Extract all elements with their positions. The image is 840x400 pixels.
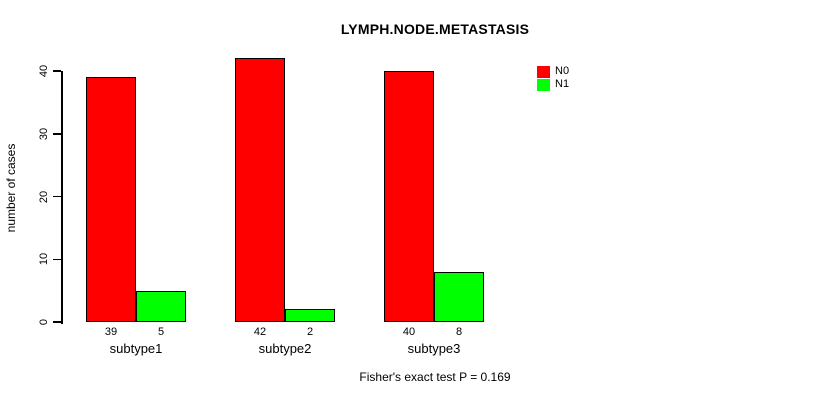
y-axis-line — [61, 71, 63, 324]
bar-n1-subtype2 — [285, 309, 335, 322]
y-axis-tick — [53, 70, 61, 72]
bar-value-label: 5 — [157, 326, 165, 338]
y-axis-tick-label: 40 — [38, 64, 50, 78]
bar-value-label: 42 — [253, 326, 267, 338]
legend-row-n1: N1 — [537, 78, 569, 91]
y-axis-label: number of cases — [4, 143, 18, 233]
bar-n0-subtype2 — [235, 58, 285, 322]
bar-value-label: 40 — [402, 326, 416, 338]
bar-n0-subtype1 — [86, 77, 136, 322]
y-axis-tick-label: 30 — [38, 127, 50, 140]
y-axis-tick — [53, 195, 61, 198]
y-axis-tick — [53, 321, 61, 323]
bar-value-label: 2 — [306, 326, 314, 338]
legend: N0 N1 — [537, 65, 569, 91]
bar-value-label: 39 — [104, 326, 118, 338]
legend-swatch-n1 — [537, 78, 550, 91]
category-label-subtype2: subtype2 — [258, 341, 312, 356]
y-axis-tick-label: 20 — [38, 190, 50, 203]
category-label-subtype3: subtype3 — [407, 341, 461, 356]
bar-n1-subtype3 — [434, 271, 484, 322]
y-axis-tick-label: 0 — [38, 318, 50, 326]
bar-n1-subtype1 — [136, 290, 186, 322]
y-axis-tick — [53, 258, 61, 260]
y-axis-tick-label: 10 — [38, 253, 50, 266]
chart-title: LYMPH.NODE.METASTASIS — [340, 21, 530, 37]
legend-row-n0: N0 — [537, 65, 569, 78]
bar-value-label: 8 — [455, 326, 463, 338]
legend-label: N1 — [555, 78, 570, 90]
legend-label: N0 — [555, 65, 570, 77]
bar-n0-subtype3 — [384, 71, 434, 322]
y-axis-tick — [53, 133, 61, 135]
legend-swatch-n0 — [537, 65, 550, 78]
category-label-subtype1: subtype1 — [109, 341, 163, 356]
footnote-text: Fisher's exact test P = 0.169 — [359, 370, 511, 384]
